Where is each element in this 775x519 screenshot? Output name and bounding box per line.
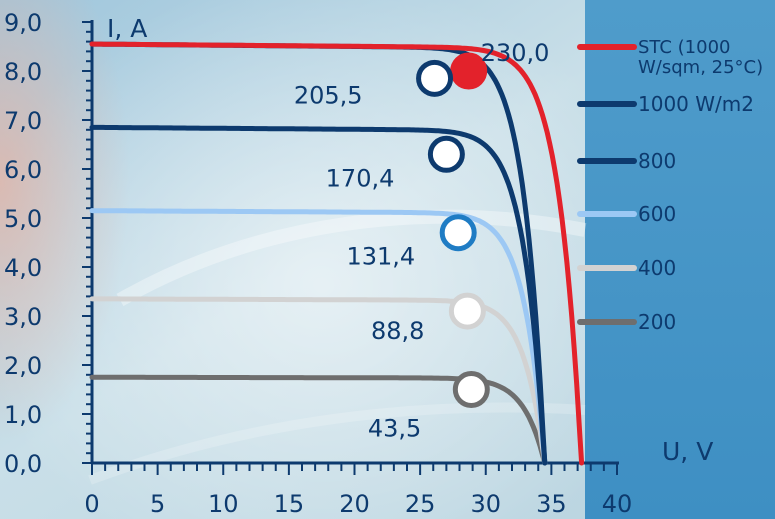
iv-curve-line (89, 124, 548, 466)
y-tick-label: 8,0 (4, 58, 42, 86)
legend-label: 800 (638, 149, 676, 173)
y-tick-label: 5,0 (4, 205, 42, 233)
x-tick-label: 0 (84, 490, 99, 518)
axes: 0 5 10 15 20 25 30 35 40 0,0 1,0 2,0 3,0 4,0 5,0 6,0 7,0… (4, 9, 632, 518)
power-label: 131,4 (346, 243, 415, 271)
mpp-marker (439, 214, 477, 252)
power-label: 205,5 (294, 81, 363, 109)
mpp-marker (452, 371, 490, 408)
iv-curve-line (89, 41, 585, 466)
power-label: 170,4 (326, 164, 395, 192)
legend-label: STC (1000 W/sqm, 25°C) (638, 37, 763, 78)
power-labels: 230,0 205,5 170,4 131,4 88,8 43,5 (294, 39, 550, 443)
legend: STC (1000 W/sqm, 25°C) 1000 W/m2 800 600 400 2… (577, 37, 763, 334)
y-tick-label: 9,0 (4, 9, 42, 37)
iv-curve-line (89, 208, 548, 466)
y-tick-label: 1,0 (4, 401, 42, 429)
legend-label: 1000 W/m2 (638, 92, 754, 116)
y-tick-label: 3,0 (4, 303, 42, 331)
x-tick-label: 25 (405, 490, 436, 518)
power-label: 230,0 (481, 39, 550, 67)
y-tick-label: 4,0 (4, 254, 42, 282)
x-tick-label: 5 (150, 490, 165, 518)
mpp-marker (448, 292, 486, 330)
x-tick-label: 40 (602, 490, 633, 518)
x-tick-label: 30 (470, 490, 501, 518)
mpp-marker (416, 59, 454, 97)
power-label: 88,8 (371, 317, 424, 345)
legend-label: 200 (638, 310, 676, 334)
x-tick-label: 20 (339, 490, 370, 518)
x-tick-label: 35 (536, 490, 567, 518)
x-tick-label: 15 (274, 490, 305, 518)
mpp-marker (427, 135, 465, 173)
y-tick-label: 7,0 (4, 107, 42, 135)
x-axis-label: U, V (662, 437, 713, 466)
x-tick-label: 10 (208, 490, 239, 518)
y-tick-label: 2,0 (4, 352, 42, 380)
mpp-markers (416, 52, 490, 408)
power-label: 43,5 (368, 415, 421, 443)
y-tick-label: 6,0 (4, 156, 42, 184)
legend-label: 400 (638, 256, 676, 280)
legend-label: 600 (638, 202, 676, 226)
y-tick-label: 0,0 (4, 450, 42, 478)
mpp-marker (450, 52, 488, 90)
y-axis-label: I, A (107, 14, 147, 43)
